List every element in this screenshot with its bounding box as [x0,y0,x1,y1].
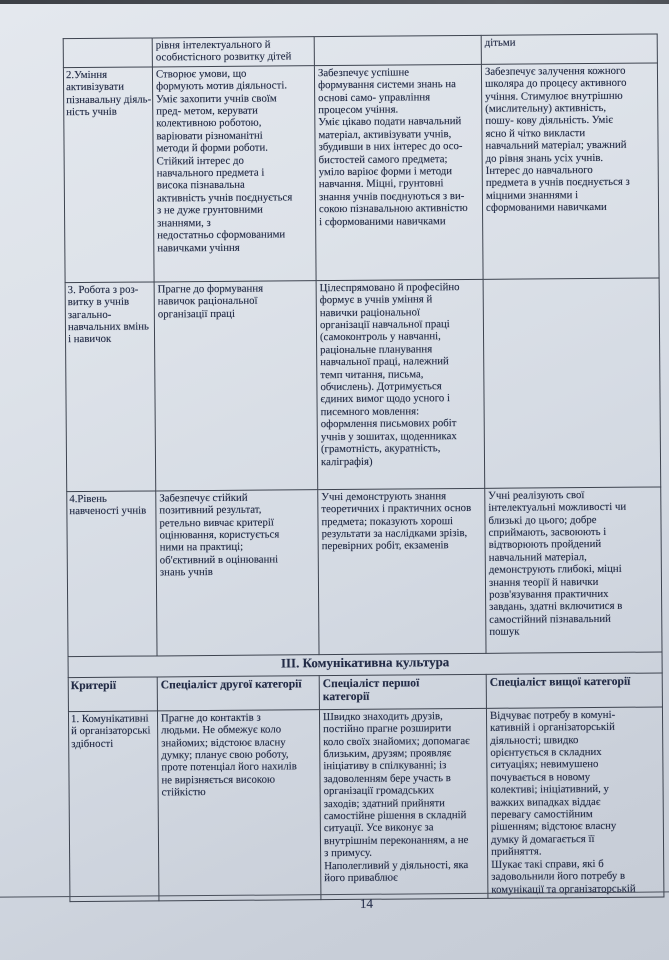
table-cell: рівня інтелектуального й особистісного р… [152,36,315,67]
table-cell: Цілеспрямовано й професійно формує в учн… [316,279,485,490]
table-row: 2.Уміння активізувати пізнавальну діяль-… [63,62,660,283]
table-cell-criterion: 2.Уміння активізувати пізнавальну діяль-… [63,66,155,283]
table-row: рівня інтелектуального й особистісного р… [63,33,658,68]
column-header-criteria: Критерії [68,676,158,712]
table-cell: Забезпечує успішне формування системи зн… [314,64,484,281]
table-cell: Створює умови, що формують мотив діяльно… [152,65,317,282]
table-cell: Учні демонструють знання теоретичних і п… [317,488,487,655]
table-cell: Швидко знаходить друзів, постійно прагне… [319,708,488,900]
table-cell [483,277,661,489]
table-row: 3. Робота з роз- витку в учнів загально-… [65,277,661,492]
table-header-row: Критерії Спеціаліст другої категорії Спе… [68,672,663,712]
page-number: 14 [359,895,374,911]
table-cell: Забезпечує залучення кожного школяра до … [481,62,660,280]
table-cell: Відчуває потребу в комуні- кативній і ор… [486,706,664,899]
table-cell-criterion: 3. Робота з роз- витку в учнів загально-… [65,281,156,492]
table-row: 4.Рівень навченості учнів Забезпечує сті… [66,486,663,657]
table-row: 1. Комунікативні й організаторські здібн… [68,706,664,902]
table-cell: Учні реалізують свої інтелектуальні можл… [484,486,663,654]
column-header-first-category: Спеціаліст першої категорії [319,674,487,710]
table-cell-criterion: 1. Комунікативні й організаторські здібн… [68,710,159,902]
photo-edge-strip [0,0,669,4]
table-cell [314,35,482,66]
table-cell: Прагне до формування навичок раціонально… [154,280,318,491]
column-header-highest-category: Спеціаліст вищої категорії [486,672,663,709]
column-header-second-category: Спеціаліст другої категорії [157,675,320,711]
table-cell: дітьми [481,33,658,65]
table-cell-criterion: 4.Рівень навченості учнів [66,490,158,657]
table-cell [63,37,153,68]
qualification-criteria-table: рівня інтелектуального й особистісного р… [63,33,665,902]
table-cell: Забезпечує стійкий позитивний результат,… [155,489,320,656]
table-cell: Прагне до контактів з людьми. Не обмежує… [157,709,321,901]
